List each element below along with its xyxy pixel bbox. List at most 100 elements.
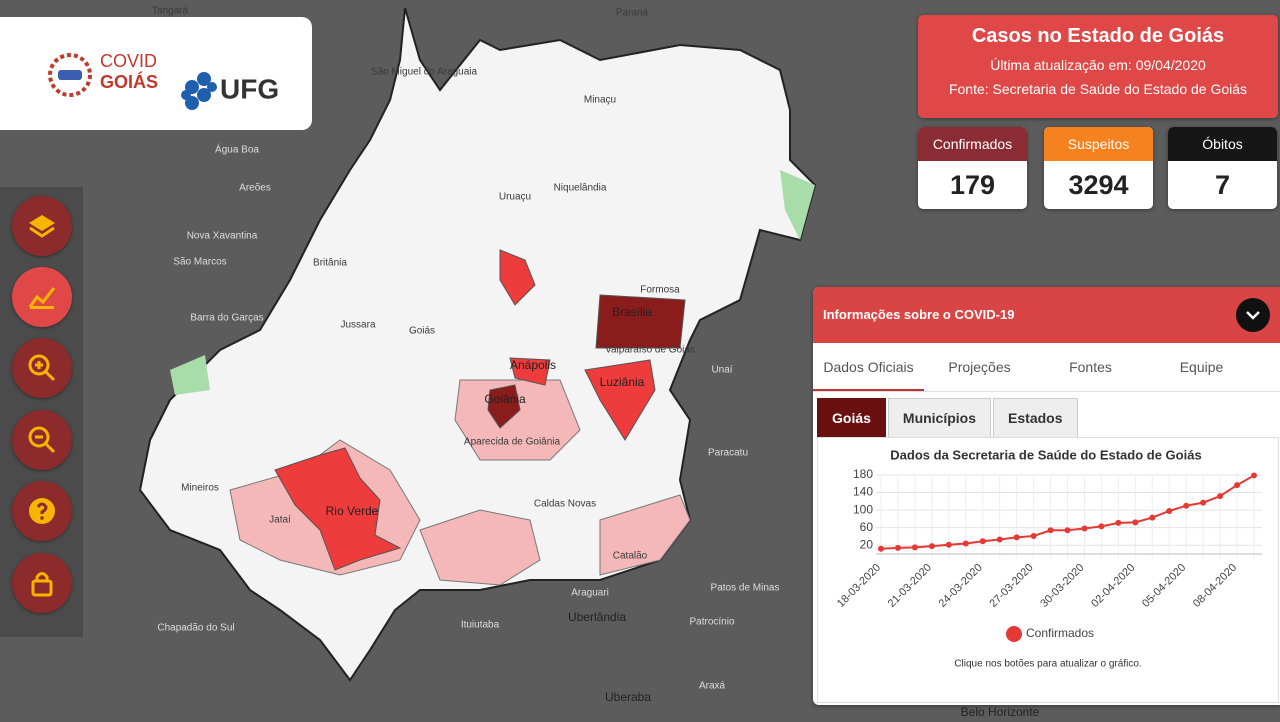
map-label: Belo Horizonte xyxy=(961,705,1040,719)
stat-value: 7 xyxy=(1214,170,1231,200)
logo-text: COVID xyxy=(100,51,157,71)
help-button[interactable] xyxy=(12,481,72,541)
map-label: Caldas Novas xyxy=(534,499,596,510)
sidebar xyxy=(0,187,83,637)
stat-card: Óbitos 7 xyxy=(1168,127,1277,209)
zoom-out-button[interactable] xyxy=(12,410,72,470)
map-label: Goiânia xyxy=(484,392,526,406)
data-point xyxy=(928,543,935,550)
chart-button[interactable] xyxy=(12,267,72,327)
x-tick-label: 18-03-2020 xyxy=(835,562,883,610)
map-label: Areões xyxy=(239,183,271,194)
municipality[interactable] xyxy=(454,379,581,461)
collapse-button[interactable] xyxy=(1236,298,1270,332)
map-label: Britânia xyxy=(313,258,347,269)
municipality[interactable] xyxy=(584,359,656,441)
tab[interactable]: Dados Oficiais xyxy=(813,343,924,391)
tab[interactable]: Equipe xyxy=(1179,359,1224,375)
summary-panel: Casos no Estado de Goiás Última atualiza… xyxy=(918,15,1278,118)
summary-source: Fonte: Secretaria de Saúde do Estado de … xyxy=(948,81,1248,97)
map-label: Brasília xyxy=(612,305,652,319)
municipality[interactable] xyxy=(595,294,686,349)
subtab[interactable]: Municípios xyxy=(887,398,992,438)
map-label: Paracatu xyxy=(708,448,748,459)
subtabs: Goiás Municípios Estados xyxy=(817,398,1280,438)
layers-button[interactable] xyxy=(12,196,72,256)
subtab[interactable]: Goiás xyxy=(817,398,886,438)
map-label: São Marcos xyxy=(173,257,226,268)
data-point xyxy=(1013,534,1020,541)
map-label: Uruaçu xyxy=(499,192,531,203)
municipality[interactable] xyxy=(499,249,536,306)
map-label: Patrocínio xyxy=(689,617,734,628)
municipality[interactable] xyxy=(419,509,541,586)
park xyxy=(780,170,815,240)
data-point xyxy=(1183,502,1190,509)
data-point xyxy=(1217,493,1224,500)
summary-title: Casos no Estado de Goiás xyxy=(971,25,1225,47)
map-label: Barra do Garças xyxy=(190,313,263,324)
map-label: São Miguel do Araguaia xyxy=(371,67,478,78)
stat-label: Confirmados xyxy=(918,127,1027,161)
map-label: Aparecida de Goiânia xyxy=(464,437,561,448)
zoom-in-button[interactable] xyxy=(12,338,72,398)
x-tick-label: 05-04-2020 xyxy=(1140,562,1188,610)
municipality[interactable] xyxy=(274,447,402,571)
data-point xyxy=(1132,519,1139,526)
map-label: Mineiros xyxy=(181,483,219,494)
data-point xyxy=(1081,525,1088,532)
map-labels: Tangará Paraná São Miguel do Araguaia Minaç… xyxy=(152,6,1040,720)
map-label: Araxá xyxy=(699,681,726,692)
x-tick-label: 08-04-2020 xyxy=(1191,562,1239,610)
x-tick-label: 27-03-2020 xyxy=(987,562,1035,610)
map-label: Paraná xyxy=(616,8,649,19)
logo-panel: COVID GOIÁS UFG xyxy=(0,17,312,130)
data-point xyxy=(1115,519,1122,526)
map-label: Minaçu xyxy=(584,95,616,106)
stat-value: 3294 xyxy=(1068,170,1129,200)
data-point xyxy=(996,536,1003,543)
x-tick-label: 02-04-2020 xyxy=(1089,562,1137,610)
map-label: Jussara xyxy=(340,320,375,331)
tab[interactable]: Projeções xyxy=(948,359,1011,375)
data-point xyxy=(1251,472,1257,479)
panel-title: Informações sobre o COVID-19 xyxy=(823,307,1015,322)
map-label: Ituiutaba xyxy=(461,620,500,631)
chart-note: Clique nos botões para atualizar o gráfi… xyxy=(954,659,1141,670)
stat-label: Suspeitos xyxy=(1044,127,1153,161)
partner-name: UFG xyxy=(220,73,279,104)
data-point xyxy=(962,540,969,547)
map-label: Rio Verde xyxy=(326,504,379,518)
map-label: Nova Xavantina xyxy=(187,231,258,242)
map-label: Patos de Minas xyxy=(711,583,780,594)
stat-value: 179 xyxy=(949,170,996,200)
legend-swatch xyxy=(1006,626,1022,642)
data-point xyxy=(1030,533,1037,540)
municipality[interactable] xyxy=(599,494,691,576)
municipality[interactable] xyxy=(509,357,551,386)
data-point xyxy=(979,538,986,545)
subtab[interactable]: Estados xyxy=(993,398,1078,438)
map-label: Goiás xyxy=(409,326,435,337)
logo-text: GOIÁS xyxy=(100,71,158,92)
map-label: Araguari xyxy=(571,588,609,599)
tabs: Dados Oficiais Projeções Fontes Equipe xyxy=(813,343,1280,392)
data-point xyxy=(1149,514,1156,521)
data-point xyxy=(1200,499,1207,506)
info-panel: Informações sobre o COVID-19 Dados Ofici… xyxy=(813,287,1280,705)
stat-card: Suspeitos 3294 xyxy=(1044,127,1153,209)
data-point xyxy=(894,544,901,551)
y-tick-label: 20 xyxy=(860,537,874,551)
data-point xyxy=(878,545,884,552)
data-point xyxy=(1234,482,1241,489)
lock-button[interactable] xyxy=(12,553,72,613)
data-point xyxy=(945,541,952,548)
municipality[interactable] xyxy=(487,384,521,429)
chart-title: Dados da Secretaria de Saúde do Estado d… xyxy=(890,447,1201,462)
logos: COVID GOIÁS UFG xyxy=(48,51,279,110)
tab[interactable]: Fontes xyxy=(1069,359,1112,375)
map-label: Água Boa xyxy=(215,143,259,156)
map-label: Catalão xyxy=(613,551,648,562)
map-label: Luziânia xyxy=(600,375,645,389)
